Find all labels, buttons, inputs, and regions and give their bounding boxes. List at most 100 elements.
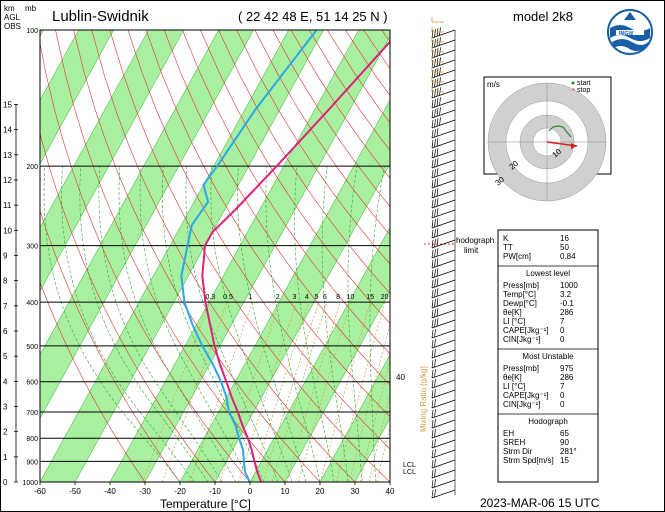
wind-barb-flag — [434, 139, 436, 148]
wind-barb — [431, 209, 456, 219]
index-label: Press[mb] — [503, 281, 539, 290]
wind-barb-flag — [431, 319, 434, 329]
wind-barb-flag — [431, 419, 434, 429]
dry-adiabat — [40, 41, 251, 482]
wind-barb-flag — [431, 339, 434, 349]
wind-barb — [431, 139, 456, 149]
index-value: 975 — [560, 364, 574, 373]
isotherm-line — [40, 30, 289, 482]
wind-barb-flag — [434, 279, 436, 288]
wind-barb — [431, 319, 456, 329]
wind-barb-flag — [434, 319, 436, 328]
index-label: CAPE[Jkg⁻¹] — [503, 391, 549, 400]
wind-barb-flag — [431, 269, 434, 279]
km-tick-label: 4 — [3, 377, 8, 386]
wind-barb-flag — [434, 99, 436, 108]
wind-barb-flag — [431, 29, 434, 39]
wind-barb — [431, 89, 456, 99]
dry-adiabat — [73, 30, 321, 482]
wind-barb-flag — [434, 189, 436, 198]
wind-barb-flag — [431, 249, 434, 259]
pressure-tick-label: 700 — [26, 410, 38, 417]
index-value: 286 — [560, 373, 574, 382]
wind-barb-flag — [434, 209, 436, 218]
index-value: 3.2 — [560, 290, 572, 299]
dry-adiabat — [91, 30, 356, 482]
svg-text:IMGW: IMGW — [619, 31, 633, 37]
wind-barb-flag — [431, 169, 434, 179]
wind-barb-flag — [439, 97, 441, 106]
wind-barb-flag — [434, 229, 436, 238]
wind-barb — [431, 349, 456, 359]
km-tick-label: 14 — [3, 126, 12, 135]
wind-barb-flag — [436, 308, 439, 317]
wind-barb-flag — [434, 179, 436, 188]
index-label: CIN[Jkg⁻¹] — [503, 400, 541, 409]
wind-barb-flag — [431, 179, 434, 189]
pressure-tick-label: 200 — [26, 164, 38, 171]
wind-barb-flag — [434, 429, 436, 438]
index-label: TT — [503, 243, 513, 252]
wind-barb — [431, 379, 456, 389]
index-value: 7 — [560, 382, 565, 391]
moist-adiabat — [265, 166, 321, 482]
hodograph-units: m/s — [487, 80, 500, 89]
wind-barb-flag — [436, 108, 439, 117]
isotherm-line — [284, 290, 390, 482]
plot-area: 0.3 0.5 1 2 3 4 5 6 8 10 15 20 25 30 35 — [40, 30, 418, 482]
index-value: 15 — [560, 456, 569, 465]
index-value: 0.84 — [560, 252, 576, 261]
wind-barb-flag — [434, 59, 436, 68]
dry-adiabat — [40, 132, 216, 482]
index-label: CIN[Jkg⁻¹] — [503, 335, 541, 344]
dry-adiabat — [55, 30, 286, 482]
wind-barb-flag — [439, 27, 441, 36]
moist-adiabat — [185, 166, 279, 482]
wind-barb — [431, 489, 456, 499]
dry-adiabat — [236, 30, 390, 265]
wind-barb — [431, 49, 456, 59]
wind-barb-flag — [434, 269, 436, 278]
dry-adiabat — [40, 209, 181, 482]
temperature-tick-label: -60 — [34, 487, 46, 496]
wind-barb — [431, 449, 456, 459]
wind-barb-flag — [434, 239, 436, 248]
lowest-level-title: Lowest level — [526, 269, 570, 278]
index-label: SREH — [503, 438, 525, 447]
wind-barb-flag — [434, 309, 436, 318]
km-tick-label: 8 — [3, 277, 8, 286]
wind-barb-flag — [431, 479, 434, 489]
mixing-ratio-value: 15 — [366, 294, 374, 301]
wind-barb — [431, 399, 456, 409]
wind-barb-flag — [431, 489, 434, 499]
wind-barb — [431, 339, 456, 349]
wind-barb-flag — [431, 159, 434, 169]
wind-barb — [431, 149, 456, 159]
sounding-datetime: 2023-MAR-06 15 UTC — [480, 496, 600, 510]
wind-barb — [431, 469, 456, 479]
km-tick-label: 13 — [3, 151, 12, 160]
temperature-tick-label: -20 — [174, 487, 186, 496]
model-name: model 2k8 — [513, 9, 573, 24]
wind-barb-flag — [431, 259, 434, 269]
wind-barb — [431, 119, 456, 129]
mixing-ratio-value: 35 — [410, 294, 418, 301]
wind-barb-flag — [434, 399, 436, 408]
wind-barb-flag — [436, 198, 439, 207]
hodograph-params-title: Hodograph — [528, 417, 568, 426]
wind-barb — [431, 29, 456, 39]
dry-adiabat — [40, 281, 146, 482]
km-tick-label: 6 — [3, 327, 8, 336]
wind-barb-flag — [439, 57, 441, 66]
wind-barb-flag — [434, 49, 436, 58]
wind-barb — [431, 369, 456, 379]
wind-barb — [431, 309, 456, 319]
wind-barb-flag — [436, 268, 439, 277]
index-value: 7 — [560, 317, 565, 326]
wind-barb — [431, 109, 456, 119]
isotherm-line — [40, 30, 114, 165]
index-value: 0 — [560, 400, 565, 409]
wind-barb-flag — [431, 379, 434, 389]
index-label: Strm Dir — [503, 447, 533, 456]
pressure-tick-label: 300 — [26, 244, 38, 251]
